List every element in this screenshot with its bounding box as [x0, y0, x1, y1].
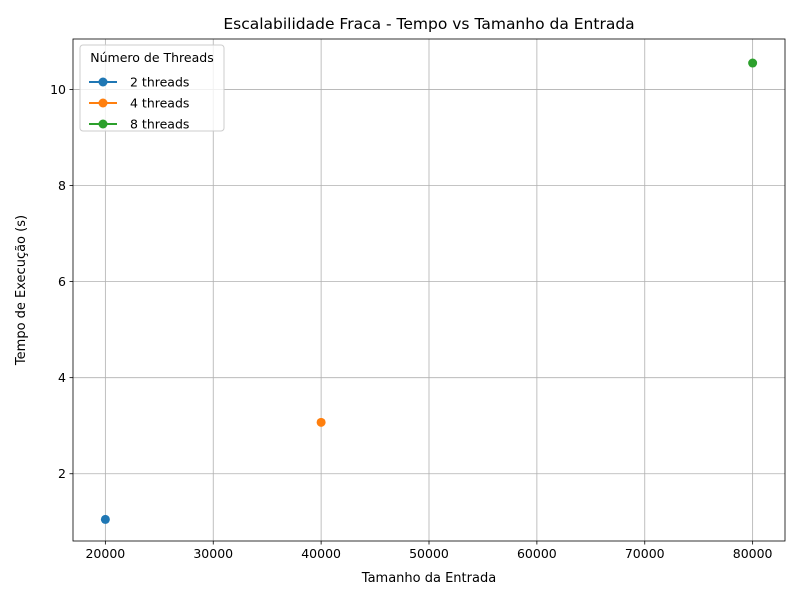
legend: Número de Threads 2 threads 4 threads 8 th…: [79, 44, 225, 132]
legend-label: 2 threads: [130, 75, 189, 90]
grid: [73, 39, 785, 541]
data-point: [316, 417, 326, 427]
legend-marker: [98, 77, 108, 87]
x-axis-label: Tamanho da Entrada: [361, 571, 496, 586]
legend-label: 8 threads: [130, 117, 189, 132]
y-ticks: 2 4 6 8 10: [50, 82, 73, 481]
x-tick-label: 80000: [733, 546, 773, 561]
x-tick-label: 60000: [517, 546, 557, 561]
series-layer: [100, 58, 758, 524]
x-tick-label: 20000: [85, 546, 125, 561]
y-tick-label: 8: [58, 178, 66, 193]
data-point: [100, 514, 110, 524]
y-tick-label: 6: [58, 274, 66, 289]
y-tick-label: 4: [58, 370, 66, 385]
y-tick-label: 10: [50, 82, 66, 97]
legend-label: 4 threads: [130, 96, 189, 111]
y-tick-label: 2: [58, 466, 66, 481]
x-tick-label: 30000: [193, 546, 233, 561]
chart-title: Escalabilidade Fraca - Tempo vs Tamanho …: [223, 15, 634, 33]
legend-marker: [98, 98, 108, 108]
x-tick-label: 40000: [301, 546, 341, 561]
data-point: [748, 58, 758, 68]
legend-title: Número de Threads: [90, 50, 213, 65]
x-tick-label: 70000: [625, 546, 665, 561]
x-ticks: 20000 30000 40000 50000 60000 70000 80000: [85, 541, 773, 561]
legend-marker: [98, 119, 108, 129]
x-tick-label: 50000: [409, 546, 449, 561]
legend-box: [79, 44, 225, 132]
y-axis-label: Tempo de Execução (s): [14, 215, 29, 366]
